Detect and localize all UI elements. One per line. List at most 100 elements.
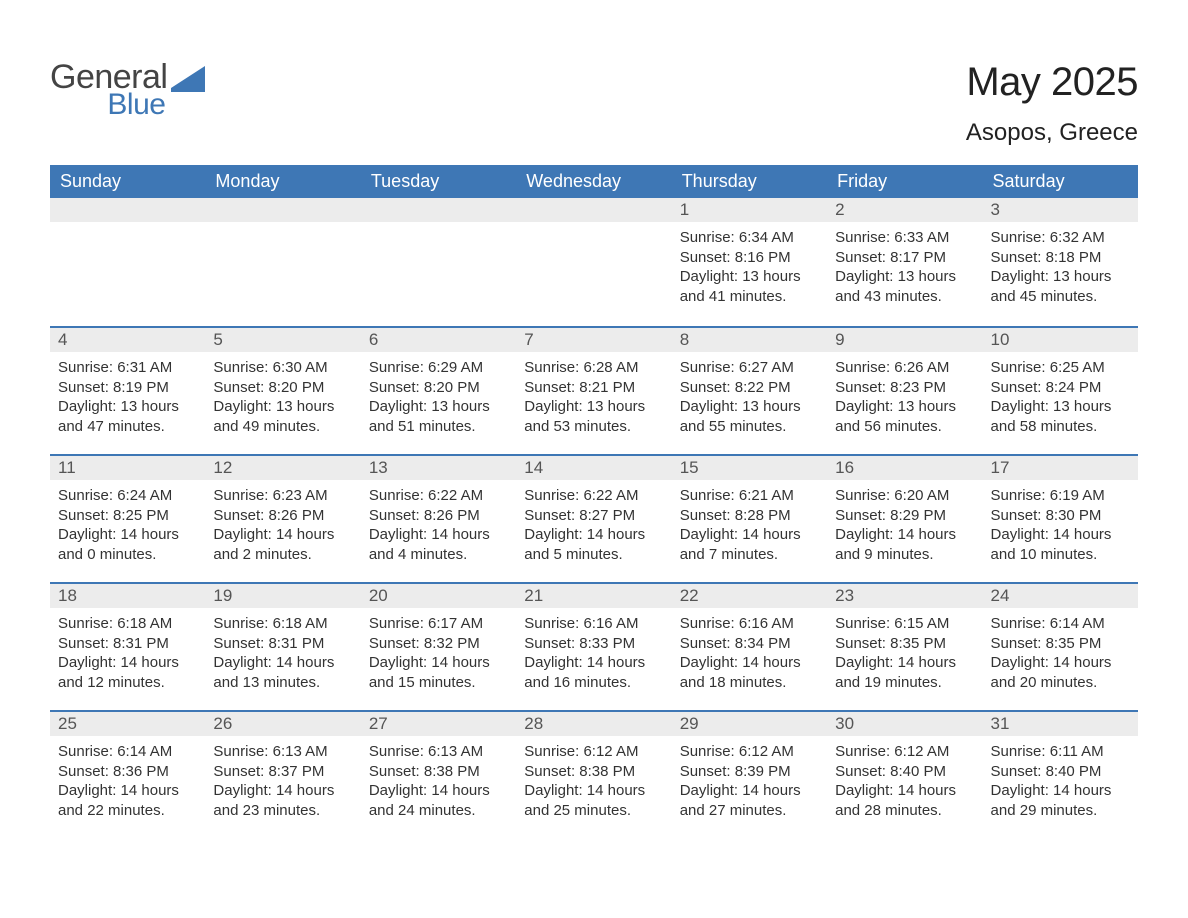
day-details: Sunrise: 6:18 AMSunset: 8:31 PMDaylight:… xyxy=(50,608,205,696)
day-details: Sunrise: 6:27 AMSunset: 8:22 PMDaylight:… xyxy=(672,352,827,440)
calendar-cell: 6Sunrise: 6:29 AMSunset: 8:20 PMDaylight… xyxy=(361,326,516,454)
calendar-cell: 16Sunrise: 6:20 AMSunset: 8:29 PMDayligh… xyxy=(827,454,982,582)
calendar-cell: 13Sunrise: 6:22 AMSunset: 8:26 PMDayligh… xyxy=(361,454,516,582)
calendar-cell: 23Sunrise: 6:15 AMSunset: 8:35 PMDayligh… xyxy=(827,582,982,710)
day-number: 7 xyxy=(516,326,671,352)
calendar-cell: 21Sunrise: 6:16 AMSunset: 8:33 PMDayligh… xyxy=(516,582,671,710)
calendar-week-row: 1Sunrise: 6:34 AMSunset: 8:16 PMDaylight… xyxy=(50,198,1138,326)
location: Asopos, Greece xyxy=(966,119,1138,147)
calendar-cell xyxy=(516,198,671,326)
day-details: Sunrise: 6:22 AMSunset: 8:27 PMDaylight:… xyxy=(516,480,671,568)
weekday-sunday: Sunday xyxy=(50,165,205,198)
day-number: 1 xyxy=(672,198,827,222)
day-number: 26 xyxy=(205,710,360,736)
day-number: 3 xyxy=(983,198,1138,222)
empty-daynum xyxy=(361,198,516,222)
calendar-cell: 9Sunrise: 6:26 AMSunset: 8:23 PMDaylight… xyxy=(827,326,982,454)
calendar-cell xyxy=(205,198,360,326)
calendar-cell: 27Sunrise: 6:13 AMSunset: 8:38 PMDayligh… xyxy=(361,710,516,838)
day-details: Sunrise: 6:19 AMSunset: 8:30 PMDaylight:… xyxy=(983,480,1138,568)
day-number: 15 xyxy=(672,454,827,480)
empty-daynum xyxy=(50,198,205,222)
weekday-header-row: SundayMondayTuesdayWednesdayThursdayFrid… xyxy=(50,165,1138,198)
day-details: Sunrise: 6:11 AMSunset: 8:40 PMDaylight:… xyxy=(983,736,1138,824)
weekday-tuesday: Tuesday xyxy=(361,165,516,198)
calendar-table: SundayMondayTuesdayWednesdayThursdayFrid… xyxy=(50,165,1138,838)
day-details: Sunrise: 6:23 AMSunset: 8:26 PMDaylight:… xyxy=(205,480,360,568)
day-number: 25 xyxy=(50,710,205,736)
day-details: Sunrise: 6:22 AMSunset: 8:26 PMDaylight:… xyxy=(361,480,516,568)
weekday-saturday: Saturday xyxy=(983,165,1138,198)
day-details: Sunrise: 6:16 AMSunset: 8:33 PMDaylight:… xyxy=(516,608,671,696)
day-number: 12 xyxy=(205,454,360,480)
calendar-cell: 15Sunrise: 6:21 AMSunset: 8:28 PMDayligh… xyxy=(672,454,827,582)
day-details: Sunrise: 6:14 AMSunset: 8:35 PMDaylight:… xyxy=(983,608,1138,696)
calendar-cell: 10Sunrise: 6:25 AMSunset: 8:24 PMDayligh… xyxy=(983,326,1138,454)
calendar-week-row: 4Sunrise: 6:31 AMSunset: 8:19 PMDaylight… xyxy=(50,326,1138,454)
day-number: 24 xyxy=(983,582,1138,608)
calendar-cell: 18Sunrise: 6:18 AMSunset: 8:31 PMDayligh… xyxy=(50,582,205,710)
day-number: 29 xyxy=(672,710,827,736)
day-details: Sunrise: 6:16 AMSunset: 8:34 PMDaylight:… xyxy=(672,608,827,696)
day-details: Sunrise: 6:12 AMSunset: 8:39 PMDaylight:… xyxy=(672,736,827,824)
day-details: Sunrise: 6:34 AMSunset: 8:16 PMDaylight:… xyxy=(672,222,827,310)
day-number: 18 xyxy=(50,582,205,608)
day-details: Sunrise: 6:12 AMSunset: 8:38 PMDaylight:… xyxy=(516,736,671,824)
calendar-cell: 24Sunrise: 6:14 AMSunset: 8:35 PMDayligh… xyxy=(983,582,1138,710)
day-number: 4 xyxy=(50,326,205,352)
day-number: 17 xyxy=(983,454,1138,480)
day-number: 23 xyxy=(827,582,982,608)
calendar-cell: 22Sunrise: 6:16 AMSunset: 8:34 PMDayligh… xyxy=(672,582,827,710)
calendar-cell: 20Sunrise: 6:17 AMSunset: 8:32 PMDayligh… xyxy=(361,582,516,710)
calendar-cell: 19Sunrise: 6:18 AMSunset: 8:31 PMDayligh… xyxy=(205,582,360,710)
calendar-cell: 26Sunrise: 6:13 AMSunset: 8:37 PMDayligh… xyxy=(205,710,360,838)
calendar-week-row: 11Sunrise: 6:24 AMSunset: 8:25 PMDayligh… xyxy=(50,454,1138,582)
day-number: 31 xyxy=(983,710,1138,736)
calendar-cell: 28Sunrise: 6:12 AMSunset: 8:38 PMDayligh… xyxy=(516,710,671,838)
day-number: 2 xyxy=(827,198,982,222)
day-number: 20 xyxy=(361,582,516,608)
calendar-cell: 7Sunrise: 6:28 AMSunset: 8:21 PMDaylight… xyxy=(516,326,671,454)
weekday-monday: Monday xyxy=(205,165,360,198)
calendar-body: 1Sunrise: 6:34 AMSunset: 8:16 PMDaylight… xyxy=(50,198,1138,838)
day-details: Sunrise: 6:12 AMSunset: 8:40 PMDaylight:… xyxy=(827,736,982,824)
day-details: Sunrise: 6:26 AMSunset: 8:23 PMDaylight:… xyxy=(827,352,982,440)
day-number: 22 xyxy=(672,582,827,608)
day-number: 27 xyxy=(361,710,516,736)
calendar-cell: 8Sunrise: 6:27 AMSunset: 8:22 PMDaylight… xyxy=(672,326,827,454)
day-number: 28 xyxy=(516,710,671,736)
weekday-thursday: Thursday xyxy=(672,165,827,198)
calendar-cell: 29Sunrise: 6:12 AMSunset: 8:39 PMDayligh… xyxy=(672,710,827,838)
day-number: 21 xyxy=(516,582,671,608)
calendar-week-row: 18Sunrise: 6:18 AMSunset: 8:31 PMDayligh… xyxy=(50,582,1138,710)
day-number: 6 xyxy=(361,326,516,352)
day-details: Sunrise: 6:18 AMSunset: 8:31 PMDaylight:… xyxy=(205,608,360,696)
day-details: Sunrise: 6:25 AMSunset: 8:24 PMDaylight:… xyxy=(983,352,1138,440)
calendar-cell: 17Sunrise: 6:19 AMSunset: 8:30 PMDayligh… xyxy=(983,454,1138,582)
weekday-friday: Friday xyxy=(827,165,982,198)
calendar-cell: 2Sunrise: 6:33 AMSunset: 8:17 PMDaylight… xyxy=(827,198,982,326)
calendar-cell: 4Sunrise: 6:31 AMSunset: 8:19 PMDaylight… xyxy=(50,326,205,454)
calendar-cell xyxy=(361,198,516,326)
calendar-cell: 25Sunrise: 6:14 AMSunset: 8:36 PMDayligh… xyxy=(50,710,205,838)
calendar-cell: 11Sunrise: 6:24 AMSunset: 8:25 PMDayligh… xyxy=(50,454,205,582)
header: General Blue May 2025 Asopos, Greece xyxy=(50,20,1138,147)
day-number: 8 xyxy=(672,326,827,352)
logo-triangle-icon xyxy=(171,66,205,92)
calendar-cell: 31Sunrise: 6:11 AMSunset: 8:40 PMDayligh… xyxy=(983,710,1138,838)
calendar-cell: 3Sunrise: 6:32 AMSunset: 8:18 PMDaylight… xyxy=(983,198,1138,326)
empty-daynum xyxy=(205,198,360,222)
logo-text: General Blue xyxy=(50,60,167,120)
day-details: Sunrise: 6:14 AMSunset: 8:36 PMDaylight:… xyxy=(50,736,205,824)
calendar-cell: 30Sunrise: 6:12 AMSunset: 8:40 PMDayligh… xyxy=(827,710,982,838)
day-details: Sunrise: 6:15 AMSunset: 8:35 PMDaylight:… xyxy=(827,608,982,696)
day-details: Sunrise: 6:13 AMSunset: 8:37 PMDaylight:… xyxy=(205,736,360,824)
day-number: 9 xyxy=(827,326,982,352)
day-details: Sunrise: 6:30 AMSunset: 8:20 PMDaylight:… xyxy=(205,352,360,440)
day-number: 11 xyxy=(50,454,205,480)
day-details: Sunrise: 6:29 AMSunset: 8:20 PMDaylight:… xyxy=(361,352,516,440)
day-details: Sunrise: 6:32 AMSunset: 8:18 PMDaylight:… xyxy=(983,222,1138,310)
day-details: Sunrise: 6:33 AMSunset: 8:17 PMDaylight:… xyxy=(827,222,982,310)
calendar-cell: 1Sunrise: 6:34 AMSunset: 8:16 PMDaylight… xyxy=(672,198,827,326)
title-block: May 2025 Asopos, Greece xyxy=(966,20,1138,147)
